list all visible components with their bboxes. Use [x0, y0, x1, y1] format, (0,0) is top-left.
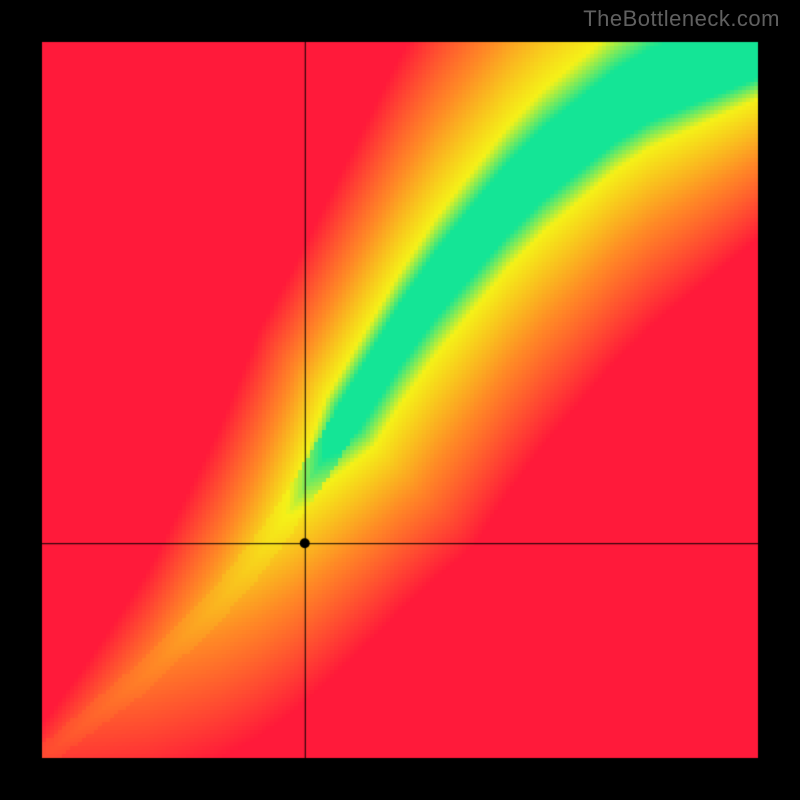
watermark-text: TheBottleneck.com [583, 6, 780, 32]
heatmap-canvas [0, 0, 800, 800]
chart-container: TheBottleneck.com [0, 0, 800, 800]
